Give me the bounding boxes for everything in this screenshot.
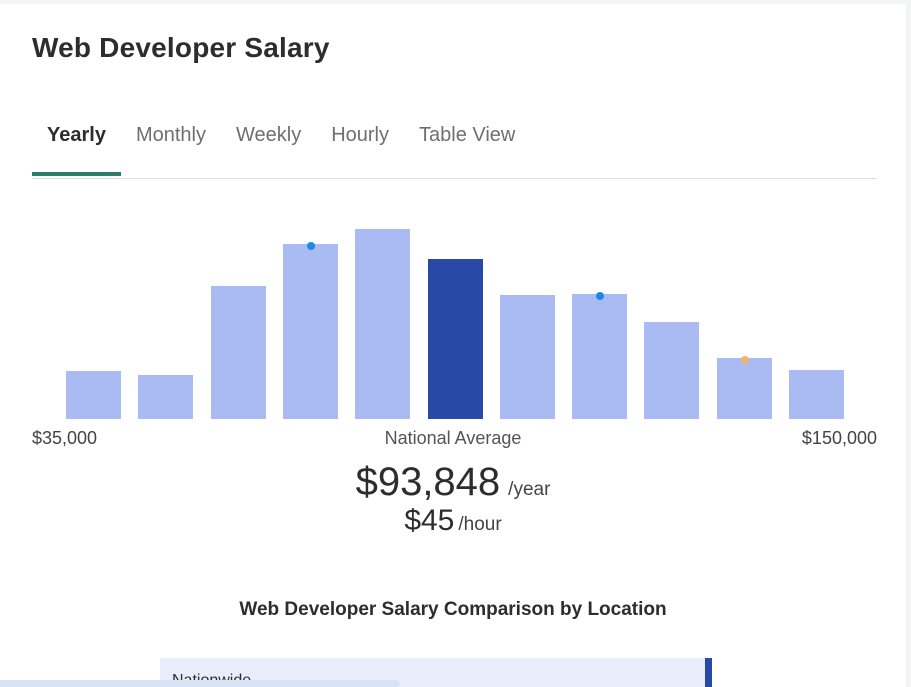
histogram-bar[interactable]: [644, 322, 699, 419]
histogram-marker-dot: [595, 292, 604, 300]
comparison-title: Web Developer Salary Comparison by Locat…: [239, 599, 667, 620]
histogram-bar[interactable]: [572, 292, 627, 419]
histogram-bar[interactable]: [428, 259, 483, 419]
histogram-bar[interactable]: [211, 286, 266, 419]
histogram-marker-dot: [306, 242, 315, 250]
tab-weekly[interactable]: Weekly: [235, 124, 302, 146]
average-yearly-value: $93,848: [355, 460, 501, 504]
national-average-label: National Average: [384, 428, 522, 448]
histogram-bar[interactable]: [138, 375, 193, 419]
tab-hourly[interactable]: Hourly: [331, 124, 389, 146]
histogram-marker-dot: [740, 356, 749, 364]
average-hourly-value: $45: [404, 504, 455, 537]
page-title: Web Developer Salary: [32, 32, 330, 63]
horizontal-scrollbar[interactable]: [0, 680, 400, 687]
axis-min-label: $35,000: [32, 428, 98, 448]
histogram-bar[interactable]: [500, 295, 555, 419]
average-yearly: $93,848/year: [0, 460, 906, 505]
tab-yearly[interactable]: Yearly: [32, 114, 121, 176]
histogram-bar[interactable]: [66, 371, 121, 419]
tab-monthly[interactable]: Monthly: [135, 124, 206, 146]
histogram-bar[interactable]: [355, 229, 410, 419]
histogram-bar[interactable]: [717, 356, 772, 419]
average-hourly: $45/hour: [0, 504, 906, 538]
average-yearly-unit: /year: [508, 479, 551, 500]
axis-max-label: $150,000: [801, 428, 877, 448]
histogram-bar[interactable]: [789, 370, 844, 419]
histogram-bar[interactable]: [283, 242, 338, 419]
period-tabs: Yearly Monthly Weekly Hourly Table View: [32, 114, 877, 179]
salary-card: Web Developer Salary Yearly Monthly Week…: [0, 4, 906, 687]
salary-histogram: [0, 194, 906, 419]
tab-table-view[interactable]: Table View: [419, 124, 516, 146]
average-hourly-unit: /hour: [458, 514, 502, 535]
